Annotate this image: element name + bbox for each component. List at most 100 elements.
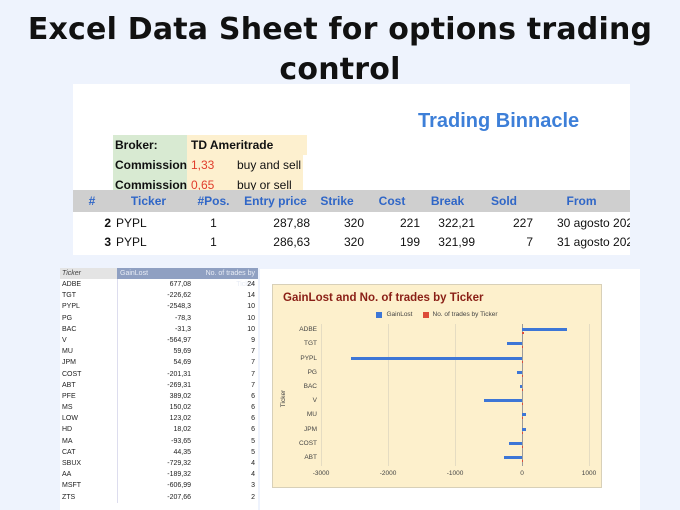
cell-gainlost[interactable]: -2548,3 xyxy=(167,303,191,311)
bar-trades[interactable] xyxy=(522,431,523,434)
col-header-ticker[interactable]: Ticker xyxy=(60,268,117,279)
cell-gainlost[interactable]: 44,35 xyxy=(173,448,191,456)
broker-label[interactable]: Broker: xyxy=(113,135,187,155)
cell-gainlost[interactable]: -226,62 xyxy=(167,292,191,300)
cell-gainlost[interactable]: 18,02 xyxy=(173,426,191,434)
cell-trades[interactable]: 5 xyxy=(251,448,255,456)
cell-gainlost[interactable]: -201,31 xyxy=(167,370,191,378)
cell-gainlost[interactable]: -189,32 xyxy=(167,471,191,479)
cell-trades[interactable]: 7 xyxy=(251,381,255,389)
cell-gainlost[interactable]: 123,02 xyxy=(169,415,191,423)
cell-ticker[interactable]: HD xyxy=(60,424,118,436)
cell-from[interactable]: 31 agosto 202 xyxy=(557,235,630,249)
cell-positions[interactable]: 1 xyxy=(210,216,217,230)
cell-trades[interactable]: 6 xyxy=(251,426,255,434)
commission-label[interactable]: Commission xyxy=(113,155,187,175)
cell-gainlost[interactable]: 54,69 xyxy=(173,359,191,367)
cell-gainlost[interactable]: -729,32 xyxy=(167,460,191,467)
cell-entry-price[interactable]: 286,63 xyxy=(273,235,310,249)
cell-trades[interactable]: 4 xyxy=(251,471,255,479)
col-header-break[interactable]: Break xyxy=(430,194,465,208)
bar-gainlost[interactable] xyxy=(522,413,526,417)
cell-gainlost[interactable]: -78,3 xyxy=(175,314,191,322)
cell-trades[interactable]: 3 xyxy=(251,482,255,490)
cell-ticker[interactable]: PYPL xyxy=(116,216,147,230)
cell-trades[interactable]: 7 xyxy=(251,359,255,367)
cell-ticker[interactable]: MU xyxy=(60,346,118,358)
cell-ticker[interactable]: COST xyxy=(60,368,118,380)
cell-ticker[interactable]: ABT xyxy=(60,379,118,391)
cell-trades[interactable]: 6 xyxy=(251,415,255,423)
bar-trades[interactable] xyxy=(522,360,523,363)
cell-gainlost[interactable]: -269,31 xyxy=(167,381,191,389)
cell-from[interactable]: 30 agosto 202 xyxy=(557,216,630,230)
cell-trades[interactable]: 4 xyxy=(251,460,255,467)
cell-ticker[interactable]: CAT xyxy=(60,446,118,458)
col-header-entry-price[interactable]: Entry price xyxy=(244,194,307,208)
bar-gainlost[interactable] xyxy=(506,342,522,346)
cell-ticker[interactable]: V xyxy=(60,334,118,347)
col-header-trades[interactable]: No. of trades by Ticker xyxy=(193,268,258,288)
cell-ticker[interactable]: MA xyxy=(60,435,118,447)
legend-item-gainlost[interactable]: GainLost xyxy=(376,311,413,318)
cell-gainlost[interactable]: 389,02 xyxy=(169,392,191,400)
cell-break[interactable]: 321,99 xyxy=(438,235,475,249)
col-header-gainlost[interactable]: GainLost xyxy=(117,268,193,279)
bar-trades[interactable] xyxy=(522,346,523,349)
bar-gainlost[interactable] xyxy=(522,427,526,431)
cell-ticker[interactable]: PYPL xyxy=(60,301,118,313)
cell-trades[interactable]: 10 xyxy=(247,314,255,322)
cell-trades[interactable]: 10 xyxy=(247,325,255,333)
cell-ticker[interactable]: AA xyxy=(60,469,118,481)
cell-gainlost[interactable]: -31,3 xyxy=(175,325,191,333)
cell-gainlost[interactable]: -606,99 xyxy=(167,482,191,490)
bar-gainlost[interactable] xyxy=(519,384,522,388)
commission-value[interactable]: 0,65 xyxy=(191,178,215,192)
bar-gainlost[interactable] xyxy=(516,370,522,374)
commission-note[interactable]: buy and sell xyxy=(237,158,302,172)
cell-ticker[interactable]: LOW xyxy=(60,413,118,425)
cell-number[interactable]: 2 xyxy=(104,216,111,230)
cell-trades[interactable]: 24 xyxy=(247,281,255,288)
cell-ticker[interactable]: PYPL xyxy=(116,235,147,249)
bar-gainlost[interactable] xyxy=(508,441,522,445)
cell-trades[interactable]: 7 xyxy=(251,370,255,378)
bar-trades[interactable] xyxy=(522,332,524,335)
cell-ticker[interactable]: TGT xyxy=(60,290,118,302)
bar-trades[interactable] xyxy=(522,403,523,406)
cell-trades[interactable]: 5 xyxy=(251,437,255,445)
cell-trades[interactable]: 9 xyxy=(251,336,255,344)
cell-ticker[interactable]: MSFT xyxy=(60,480,118,492)
cell-ticker[interactable]: ZTS xyxy=(60,491,118,503)
cell-cost[interactable]: 199 xyxy=(399,235,420,249)
bar-trades[interactable] xyxy=(522,459,523,462)
col-header-ticker[interactable]: Ticker xyxy=(130,194,167,208)
col-header-strike[interactable]: Strike xyxy=(320,194,354,208)
bar-trades[interactable] xyxy=(522,374,523,377)
col-header-positions[interactable]: #Pos. xyxy=(197,194,230,208)
cell-sold[interactable]: 227 xyxy=(512,216,533,230)
cell-gainlost[interactable]: 677,08 xyxy=(169,281,191,288)
col-header-number[interactable]: # xyxy=(88,194,96,208)
gainlost-chart[interactable]: GainLost and No. of trades by Ticker Gai… xyxy=(272,284,602,488)
cell-trades[interactable]: 14 xyxy=(247,292,255,300)
bar-gainlost[interactable] xyxy=(484,399,522,403)
col-header-from[interactable]: From xyxy=(566,194,597,208)
commission-note[interactable]: buy or sell xyxy=(237,178,292,192)
bar-gainlost[interactable] xyxy=(522,328,568,332)
cell-strike[interactable]: 320 xyxy=(343,235,364,249)
cell-entry-price[interactable]: 287,88 xyxy=(273,216,310,230)
commission-value[interactable]: 1,33 xyxy=(191,158,215,172)
bar-trades[interactable] xyxy=(522,388,523,391)
cell-gainlost[interactable]: 150,02 xyxy=(169,404,191,412)
cell-trades[interactable]: 6 xyxy=(251,404,255,412)
cell-gainlost[interactable]: -207,66 xyxy=(167,493,191,501)
cell-ticker[interactable]: SBUX xyxy=(60,458,118,470)
cell-trades[interactable]: 6 xyxy=(251,392,255,400)
cell-gainlost[interactable]: 59,69 xyxy=(173,348,191,356)
col-header-cost[interactable]: Cost xyxy=(378,194,406,208)
cell-sold[interactable]: 7 xyxy=(526,235,533,249)
cell-trades[interactable]: 10 xyxy=(247,303,255,311)
legend-item-trades[interactable]: No. of trades by Ticker xyxy=(422,311,498,318)
cell-trades[interactable]: 7 xyxy=(251,348,255,356)
